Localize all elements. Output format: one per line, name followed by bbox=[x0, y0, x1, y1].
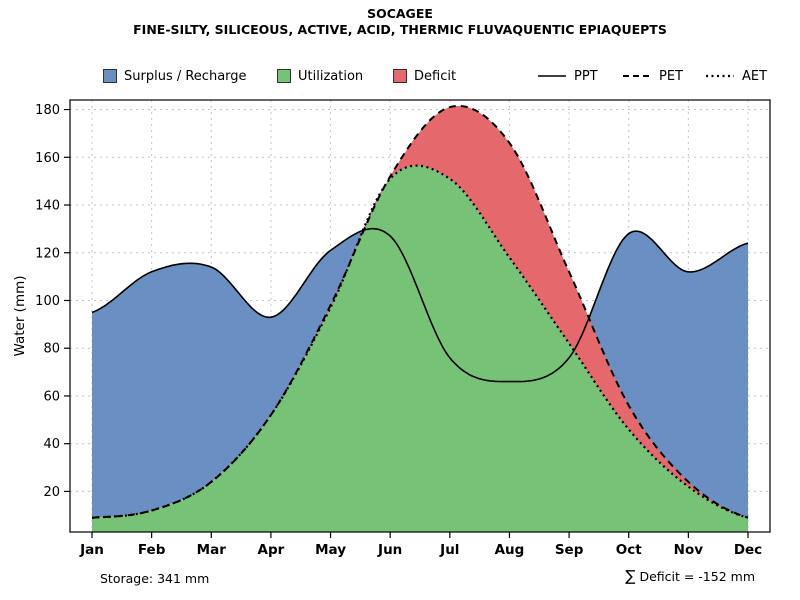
chart-subtitle: FINE-SILTY, SILICEOUS, ACTIVE, ACID, THE… bbox=[133, 22, 667, 37]
series-lines bbox=[91, 104, 749, 519]
legend-surplus-label: Surplus / Recharge bbox=[124, 68, 247, 84]
storage-annotation: Storage: 341 mm bbox=[100, 571, 210, 586]
chart-title: SOCAGEE bbox=[367, 6, 433, 21]
deficit-sum-text: Deficit = -152 mm bbox=[635, 569, 755, 584]
y-axis-title: Water (mm) bbox=[12, 275, 28, 356]
deficit-annotation: ∑ Deficit = -152 mm bbox=[625, 567, 755, 585]
surplus-swatch-icon bbox=[103, 69, 117, 83]
svg-text:20: 20 bbox=[43, 485, 60, 500]
svg-text:Sep: Sep bbox=[555, 542, 584, 558]
svg-text:Dec: Dec bbox=[734, 542, 762, 558]
surplus-area bbox=[92, 165, 748, 518]
svg-text:120: 120 bbox=[35, 246, 60, 261]
legend-item-utilization: Utilization bbox=[277, 68, 363, 84]
axes: 20 40 60 80 100 120 140 160 180 Jan Feb Mar Apr May Ju… bbox=[35, 99, 771, 558]
legend-utilization-label: Utilization bbox=[298, 68, 364, 84]
svg-text:Jan: Jan bbox=[79, 542, 104, 558]
filled-areas bbox=[92, 105, 748, 532]
utilization-swatch-icon bbox=[277, 69, 291, 83]
legend-deficit-label: Deficit bbox=[414, 68, 457, 84]
svg-text:Jul: Jul bbox=[439, 542, 459, 558]
pet-line-icon bbox=[623, 75, 651, 77]
aet-line-icon bbox=[706, 74, 734, 78]
legend-item-deficit: Deficit bbox=[393, 68, 456, 84]
legend-item-surplus: Surplus / Recharge bbox=[103, 68, 247, 84]
legend-item-ppt: PPT bbox=[537, 68, 598, 84]
legend-aet-label: AET bbox=[742, 68, 768, 84]
ppt-line-icon bbox=[538, 75, 566, 77]
svg-text:140: 140 bbox=[35, 199, 60, 214]
ppt-line bbox=[91, 227, 749, 383]
svg-text:Apr: Apr bbox=[258, 542, 285, 558]
svg-text:100: 100 bbox=[35, 294, 60, 309]
svg-text:Mar: Mar bbox=[197, 542, 227, 558]
legend-item-pet: PET bbox=[622, 68, 683, 84]
deficit-swatch-icon bbox=[393, 69, 407, 83]
svg-text:Aug: Aug bbox=[495, 542, 525, 558]
sigma-symbol: ∑ bbox=[625, 567, 636, 585]
legend-pet-label: PET bbox=[659, 68, 683, 84]
svg-text:40: 40 bbox=[43, 437, 60, 452]
svg-text:Feb: Feb bbox=[138, 542, 166, 558]
pet-line bbox=[91, 104, 749, 519]
svg-text:80: 80 bbox=[43, 342, 60, 357]
svg-text:Oct: Oct bbox=[616, 542, 642, 558]
svg-text:May: May bbox=[315, 542, 346, 558]
legend-item-aet: AET bbox=[705, 68, 767, 84]
svg-text:Jun: Jun bbox=[377, 542, 402, 558]
svg-text:60: 60 bbox=[43, 389, 60, 404]
legend-ppt-label: PPT bbox=[574, 68, 598, 84]
deficit-area bbox=[92, 105, 748, 518]
svg-text:Nov: Nov bbox=[674, 542, 704, 558]
svg-text:180: 180 bbox=[35, 103, 60, 118]
utilization-area bbox=[92, 165, 748, 532]
svg-text:160: 160 bbox=[35, 151, 60, 166]
